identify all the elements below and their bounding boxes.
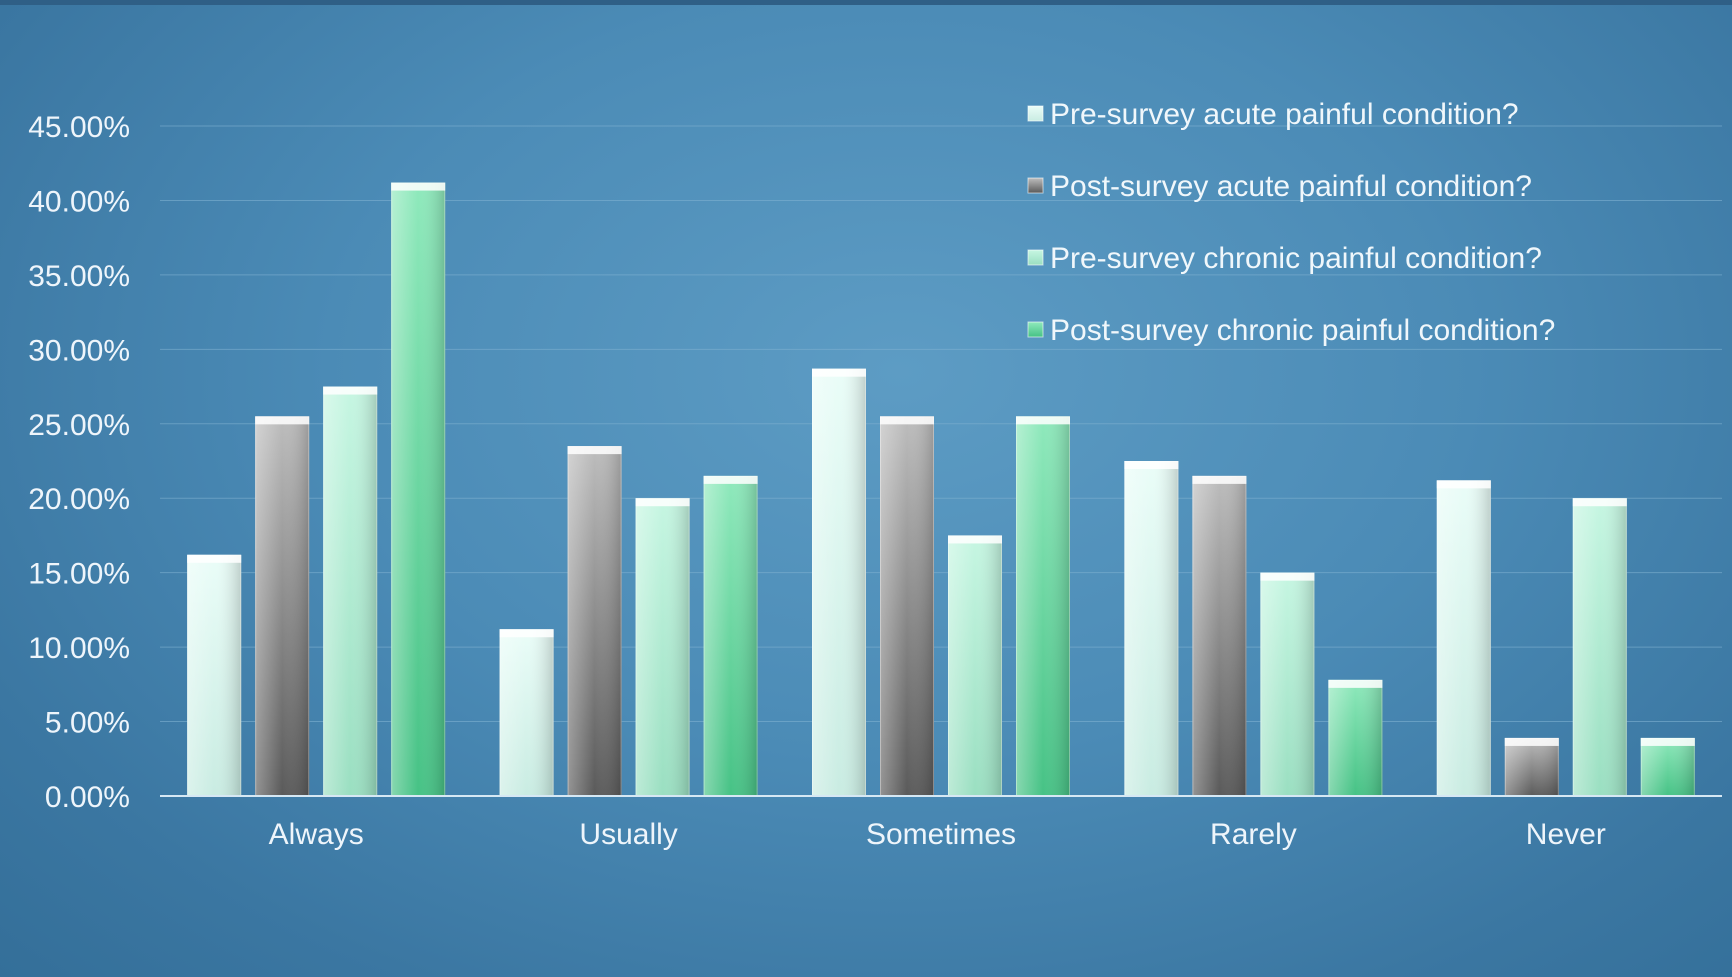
bar [391, 182, 446, 797]
bar-cap [187, 554, 242, 563]
x-category-label: Rarely [1210, 818, 1297, 851]
bar-shade [1572, 498, 1627, 796]
bar-cap [880, 416, 934, 425]
legend-label: Post-survey chronic painful condition? [1050, 314, 1555, 347]
legend-swatch [1027, 321, 1044, 338]
bars [187, 182, 1695, 797]
x-category-label: Sometimes [866, 818, 1016, 851]
legend-label: Pre-survey chronic painful condition? [1050, 242, 1542, 275]
x-axis-categories: Always Usually Sometimes Rarely Never [269, 818, 1606, 851]
bar-shade [948, 535, 1002, 796]
legend-item: Pre-survey chronic painful condition? [1027, 242, 1542, 275]
bar-cap [1504, 737, 1559, 746]
y-axis-ticks: 0.00% 5.00% 10.00% 15.00% 20.00% 25.00% 30.00%… [28, 111, 130, 814]
legend-label: Pre-survey acute painful condition? [1050, 98, 1519, 131]
legend-swatch [1027, 177, 1044, 194]
bar-shade [635, 498, 690, 796]
bar-cap [1572, 498, 1627, 507]
bar-shade [1016, 416, 1070, 796]
legend-item: Post-survey acute painful condition? [1027, 170, 1532, 203]
bar-shade [187, 554, 242, 796]
legend-swatch [1027, 105, 1044, 122]
y-tick-label: 30.00% [28, 334, 130, 367]
bar [948, 535, 1002, 796]
bar [323, 386, 378, 796]
bar [635, 498, 690, 796]
y-tick-label: 15.00% [28, 558, 130, 591]
bar-cap [948, 535, 1002, 544]
legend-swatch [1027, 249, 1044, 266]
bar-shade [812, 368, 866, 796]
y-tick-label: 0.00% [45, 781, 130, 814]
y-tick-label: 40.00% [28, 185, 130, 218]
bar [703, 475, 758, 796]
bar-shade [880, 416, 934, 796]
bar [499, 629, 554, 796]
y-tick-label: 45.00% [28, 111, 130, 144]
bar-shade [255, 416, 310, 796]
bar-cap [391, 182, 446, 191]
bar [1572, 498, 1627, 796]
bar-shade [323, 386, 378, 796]
bar-shade [567, 446, 622, 796]
y-tick-label: 5.00% [45, 707, 130, 740]
bar-cap [1436, 480, 1491, 489]
bar-shade [1124, 461, 1179, 796]
bar-cap [1260, 572, 1315, 581]
bar-shade [1328, 679, 1383, 796]
bar [880, 416, 934, 796]
bar [1192, 475, 1247, 796]
bar-shade [1436, 480, 1491, 796]
bar-cap [255, 416, 310, 425]
bar-shade [1260, 572, 1315, 796]
bar-cap [567, 446, 622, 455]
x-category-label: Always [269, 818, 364, 851]
bar-cap [1328, 679, 1383, 688]
bar [1328, 679, 1383, 796]
bar-cap [323, 386, 378, 395]
bar-cap [1016, 416, 1070, 425]
bar [1260, 572, 1315, 797]
legend-item: Pre-survey acute painful condition? [1027, 98, 1519, 131]
legend-label: Post-survey acute painful condition? [1050, 170, 1532, 203]
bar-cap [703, 475, 758, 484]
bar [1640, 737, 1695, 797]
bar-cap [635, 498, 690, 507]
legend: Pre-survey acute painful condition? Post-… [1027, 98, 1555, 347]
bar [1124, 461, 1179, 796]
bar [812, 368, 866, 796]
bar [187, 554, 242, 796]
bar [1504, 737, 1559, 797]
bar-cap [1640, 737, 1695, 746]
bar-shade [391, 182, 446, 797]
bar [1016, 416, 1070, 796]
x-category-label: Never [1526, 818, 1606, 851]
bar-cap [812, 368, 866, 377]
bar-cap [1124, 461, 1179, 469]
bar [567, 446, 622, 796]
y-tick-label: 20.00% [28, 483, 130, 516]
x-category-label: Usually [579, 818, 677, 851]
y-tick-label: 10.00% [28, 632, 130, 665]
bar [255, 416, 310, 796]
bar-shade [499, 629, 554, 796]
y-tick-label: 35.00% [28, 260, 130, 293]
bar-shade [703, 475, 758, 796]
bar-shade [1504, 737, 1559, 796]
y-tick-label: 25.00% [28, 409, 130, 442]
bar-cap [499, 629, 554, 638]
bar-cap [1192, 475, 1247, 484]
bar-shade [1640, 737, 1695, 796]
bar [1436, 480, 1491, 796]
bar-shade [1192, 475, 1247, 796]
legend-item: Post-survey chronic painful condition? [1027, 314, 1555, 347]
